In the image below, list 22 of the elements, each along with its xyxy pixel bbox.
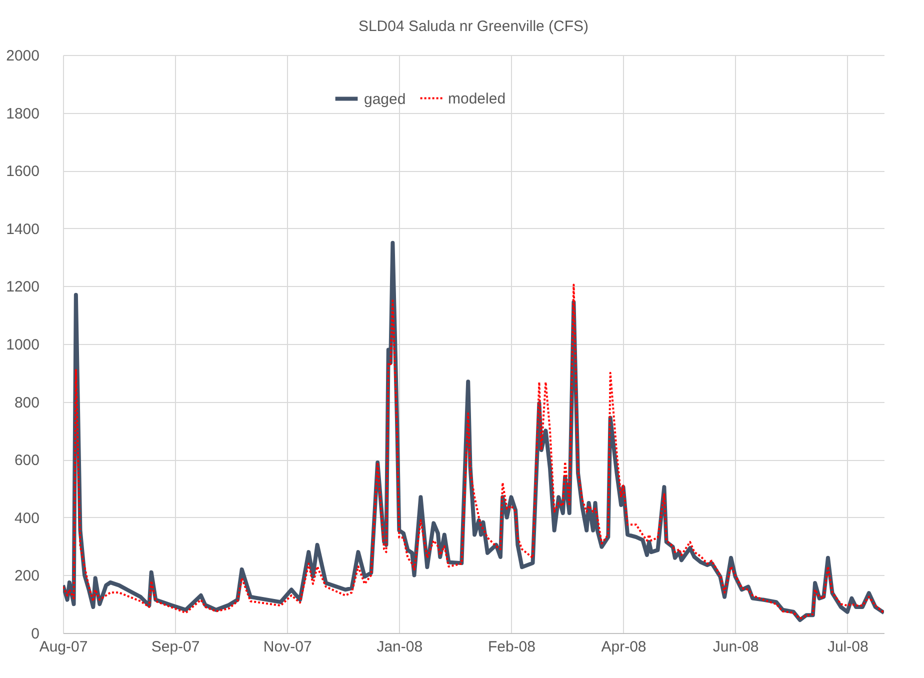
x-tick-label: Aug-07 [39,638,88,656]
x-tick-label: Jul-08 [827,638,868,656]
x-tick-label: Nov-07 [263,638,312,656]
y-tick-label: 200 [14,568,40,585]
x-tick-label: Feb-08 [488,638,536,656]
y-tick-label: 2000 [6,48,40,64]
y-tick-label: 1600 [6,163,40,180]
y-tick-label: 600 [14,452,40,470]
x-tick-label: Jun-08 [712,638,759,656]
y-tick-label: 0 [31,626,40,642]
x-tick-label: Apr-08 [601,638,646,656]
chart-title: SLD04 Saluda nr Greenville (CFS) [358,18,589,35]
legend-label: gaged [364,90,406,108]
y-tick-label: 400 [14,510,40,527]
x-tick-label: Jan-08 [376,638,423,656]
legend-label: modeled [448,90,506,108]
x-tick-label: Sep-07 [151,638,200,656]
y-tick-label: 1000 [6,336,40,354]
y-tick-label: 1400 [6,220,40,238]
y-tick-label: 800 [14,394,40,412]
y-tick-label: 1200 [6,278,40,296]
y-tick-label: 1800 [6,105,40,122]
